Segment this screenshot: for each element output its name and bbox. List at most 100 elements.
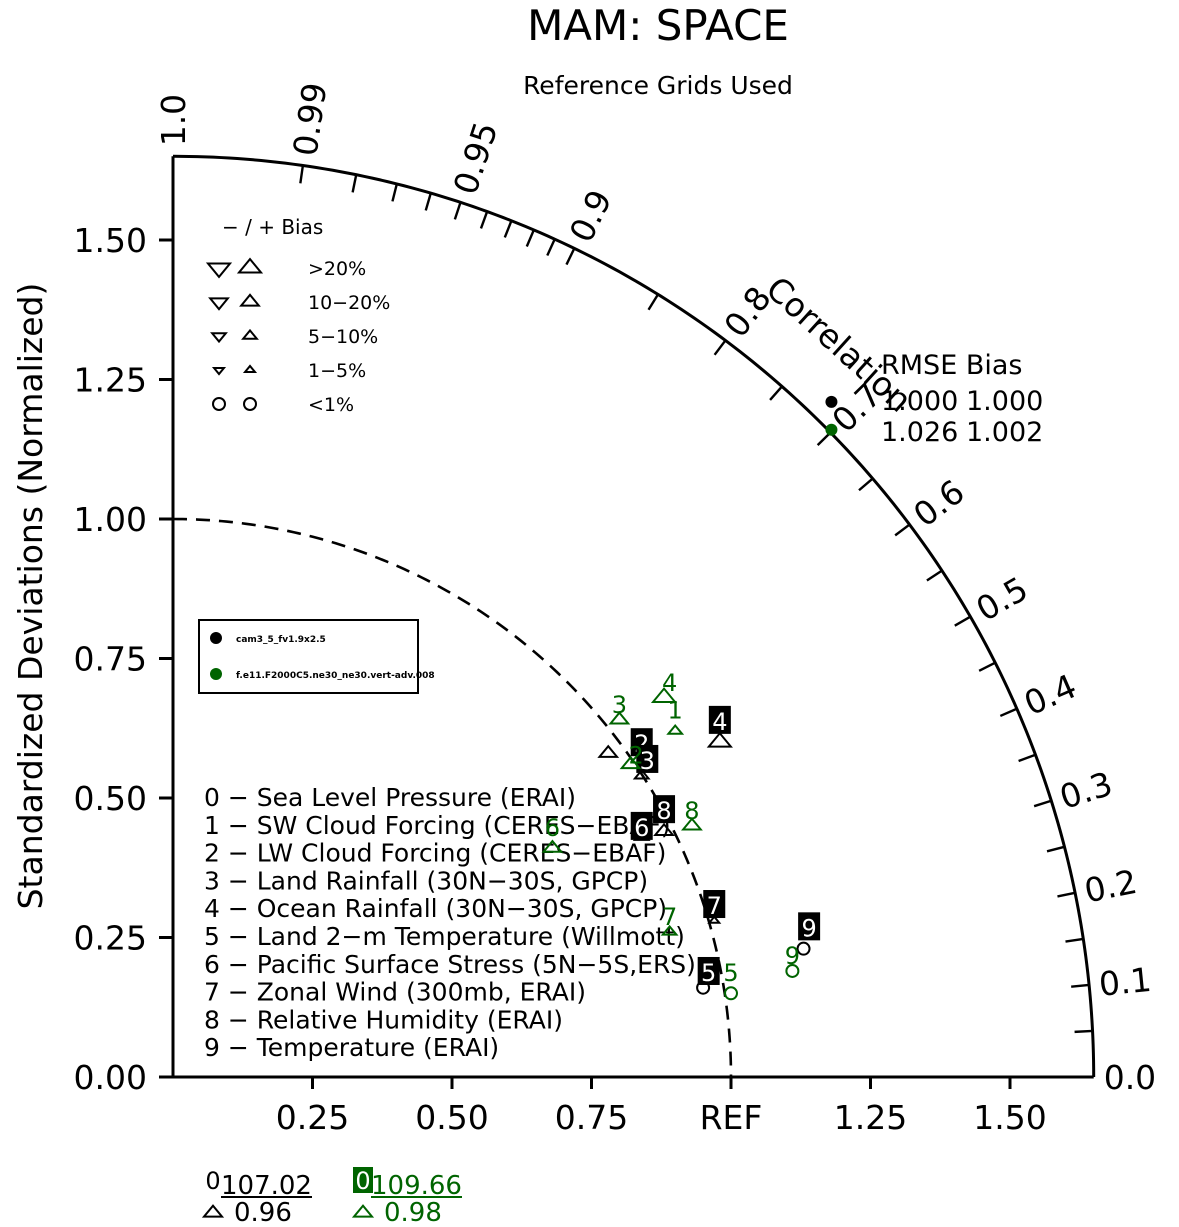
point-label: 2 — [628, 741, 643, 769]
cases-legend: cam3_5_fv1.9x2.5 f.e11.F2000C5.ne30_ne30.… — [198, 619, 435, 694]
bias-legend: − / + Bias >20% 10−20% 5−10% 1−5% <1% — [205, 215, 390, 416]
cases-legend-box — [198, 619, 419, 694]
variable-list-item: 1 − SW Cloud Forcing (CERES−EBAF) — [204, 811, 671, 840]
y-tick-label: 0.25 — [74, 919, 147, 958]
bias-legend-neg-circle — [212, 397, 226, 411]
cases-legend-label: f.e11.F2000C5.ne30_ne30.vert-adv.008 — [236, 671, 435, 681]
y-tick-label: 1.00 — [74, 500, 147, 539]
correlation-label: 0.4 — [1018, 666, 1082, 723]
variable-list-item: 9 − Temperature (ERAI) — [204, 1033, 499, 1062]
point-label: 9 — [801, 914, 816, 942]
point-label: 7 — [707, 892, 722, 920]
correlation-tick — [1033, 799, 1052, 808]
y-tick-label: 1.25 — [74, 361, 147, 400]
correlation-tick — [453, 201, 462, 220]
outlier-bias-triangle — [351, 1204, 375, 1218]
chart-title: MAM: SPACE — [527, 1, 789, 50]
y-tick-label: 0.50 — [74, 779, 147, 818]
correlation-label: 0.95 — [446, 117, 506, 199]
x-tick-label: 1.25 — [834, 1098, 907, 1137]
bias-legend-pos-triangle — [239, 293, 261, 307]
point-label-box — [703, 890, 726, 919]
point-label: 6 — [545, 814, 560, 842]
variable-list-item: 2 − LW Cloud Forcing (CERES−EBAF) — [204, 839, 666, 868]
point-label: 5 — [723, 959, 738, 987]
bias-marker-triangle — [706, 731, 733, 748]
cases-legend-marker — [210, 632, 222, 644]
bias-marker-triangle — [707, 915, 722, 924]
x-tick-label: 1.50 — [973, 1098, 1046, 1137]
correlation-tick — [647, 293, 660, 311]
correlation-tick — [1074, 1029, 1093, 1034]
correlation-label: 0.5 — [970, 569, 1035, 629]
correlation-tick — [503, 220, 513, 238]
y-tick-label: 1.50 — [74, 221, 147, 260]
correlation-tick — [1057, 891, 1076, 898]
outlier-id: 0 — [355, 1167, 370, 1195]
bias-marker-circle — [724, 986, 738, 1001]
variable-list-item: 4 − Ocean Rainfall (30N−30S, GPCP) — [204, 894, 667, 923]
bias-marker-triangle — [541, 839, 564, 853]
bias-legend-neg-triangle — [208, 297, 230, 311]
variable-list-item: 0 − Sea Level Pressure (ERAI) — [204, 783, 576, 812]
point-label-box — [798, 912, 821, 941]
reference-std-arc — [172, 517, 733, 1078]
bias-marker-circle — [785, 963, 800, 978]
bias-legend-neg-triangle — [210, 332, 228, 344]
point-label-box — [653, 795, 676, 824]
variable-list-item: 5 − Land 2−m Temperature (Willmott) — [204, 922, 685, 951]
bias-marker-triangle — [608, 711, 631, 725]
bias-legend-label: 10−20% — [308, 292, 390, 314]
correlation-tick — [954, 615, 971, 627]
correlation-label: 0.6 — [906, 472, 971, 535]
point-label-box — [708, 705, 731, 734]
point-label: 8 — [684, 797, 699, 825]
bias-marker-circle — [796, 941, 811, 956]
bias-legend-label: >20% — [308, 258, 366, 280]
bias-legend-label: <1% — [308, 394, 354, 416]
correlation-tick — [479, 211, 489, 229]
outlier-id: 0 — [205, 1167, 220, 1195]
point-label-box — [636, 744, 659, 773]
correlation-tick — [565, 247, 576, 266]
point-label: 3 — [612, 691, 627, 719]
bias-legend-label: 5−10% — [308, 326, 378, 348]
bias-marker-triangle — [650, 687, 678, 704]
point-label: 4 — [712, 708, 727, 736]
correlation-arc — [172, 154, 1096, 1078]
correlation-tick — [978, 661, 996, 672]
correlation-tick — [999, 707, 1018, 718]
bias-legend-label: 1−5% — [308, 360, 366, 382]
correlation-tick — [1065, 937, 1084, 943]
correlation-label: 0.3 — [1055, 764, 1117, 817]
bias-marker-triangle — [681, 817, 703, 831]
outlier-notes: 0 107.020.960 109.660.98 — [201, 1167, 462, 1227]
bias-legend-pos-circle — [243, 397, 257, 411]
variable-list-item: 3 − Land Rainfall (30N−30S, GPCP) — [204, 866, 648, 895]
point-label: 9 — [785, 942, 800, 970]
bias-marker-triangle — [653, 822, 675, 837]
cases-legend-label: cam3_5_fv1.9x2.5 — [236, 635, 326, 645]
bias-legend-pos-triangle — [242, 364, 258, 374]
outlier-bias: 0.98 — [384, 1198, 442, 1227]
point-label: 6 — [634, 814, 649, 842]
y-tick-label: 0.00 — [74, 1058, 147, 1097]
cases-legend-marker — [210, 668, 222, 680]
point-label: 4 — [662, 669, 677, 697]
variable-list: 0 − Sea Level Pressure (ERAI)1 − SW Clou… — [204, 783, 696, 1062]
variable-list-item: 8 − Relative Humidity (ERAI) — [204, 1005, 563, 1034]
correlation-tick — [769, 385, 783, 401]
correlation-tick — [546, 238, 556, 257]
point-label: 7 — [662, 903, 677, 931]
point-label-box — [630, 811, 653, 840]
correlation-tick — [894, 523, 911, 537]
chart-subtitle: Reference Grids Used — [523, 71, 793, 100]
x-tick-label: 0.50 — [415, 1098, 488, 1137]
correlation-tick — [858, 477, 874, 492]
correlation-tick — [926, 569, 943, 582]
outlier-label-box — [353, 1167, 373, 1193]
ref-label: REF — [700, 1098, 763, 1137]
y-axis-label: Standardized Deviations (Normalized) — [11, 283, 50, 910]
